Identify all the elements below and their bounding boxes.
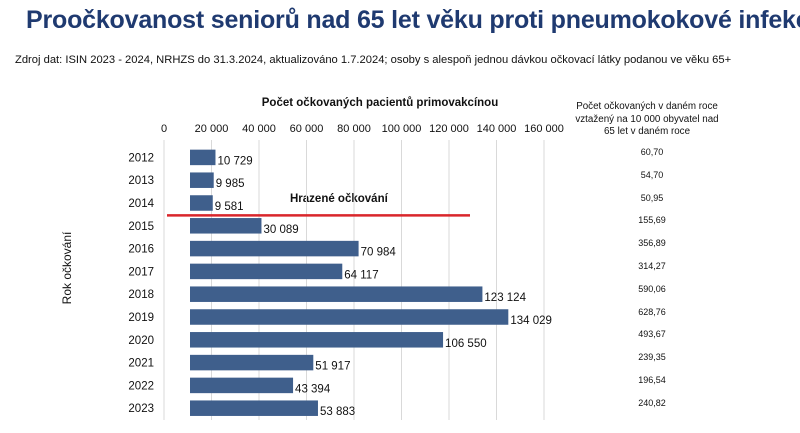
rate-value: 240,82 [638, 397, 666, 408]
y-tick-label: 2021 [128, 358, 154, 370]
page-title: Proočkovanost seniorů nad 65 let věku pr… [26, 6, 800, 34]
rate-value: 155,69 [638, 215, 666, 226]
data-label: 70 984 [361, 247, 397, 259]
bar [190, 400, 318, 416]
y-tick-label: 2018 [128, 289, 154, 301]
rate-value: 239,35 [638, 352, 666, 363]
y-tick-label: 2020 [128, 335, 154, 347]
bar [190, 172, 214, 188]
y-tick-label: 2022 [128, 380, 154, 392]
bar [190, 195, 213, 211]
x-tick-label: 100 000 [382, 123, 422, 135]
y-tick-label: 2012 [128, 152, 154, 164]
bar [190, 286, 483, 302]
rate-value: 196,54 [638, 375, 666, 385]
data-label: 106 550 [445, 338, 487, 350]
data-label: 9 581 [215, 201, 244, 213]
rate-column-header: Počet očkovaných v daném roce vztažený n… [575, 101, 719, 137]
rate-value: 60,70 [640, 147, 664, 157]
y-tick-label: 2013 [128, 175, 154, 187]
rate-value: 50,95 [640, 192, 664, 203]
y-tick-label: 2015 [128, 221, 154, 233]
rate-value: 356,89 [638, 238, 666, 249]
y-tick-label: 2019 [128, 312, 154, 324]
bar [190, 377, 294, 394]
data-label: 10 729 [217, 155, 252, 167]
bar [190, 218, 262, 234]
paid-vaccination-annotation: Hrazené očkování [290, 193, 388, 205]
x-tick-label: 0 [161, 123, 167, 135]
rate-value: 314,27 [638, 261, 666, 271]
bar [190, 332, 444, 348]
x-tick-label: 140 000 [477, 123, 517, 135]
x-tick-label: 40 000 [242, 123, 276, 135]
x-tick-label: 20 000 [195, 123, 229, 135]
rate-value: 628,76 [638, 306, 666, 317]
data-source-note: Zdroj dat: ISIN 2023 - 2024, NRHZS do 31… [15, 54, 732, 66]
rate-value: 54,70 [640, 169, 664, 180]
x-tick-label: 60 000 [290, 123, 324, 135]
y-tick-label: 2023 [128, 403, 154, 415]
y-tick-label: 2016 [128, 244, 154, 256]
bar [190, 354, 314, 371]
y-tick-label: 2017 [128, 266, 154, 278]
rate-value: 493,67 [638, 329, 666, 340]
y-tick-label: 2014 [128, 198, 154, 210]
data-label: 51 917 [315, 361, 350, 373]
data-label: 134 029 [510, 315, 552, 327]
data-label: 64 117 [344, 269, 378, 281]
data-label: 53 883 [320, 406, 355, 418]
data-label: 123 124 [484, 292, 526, 304]
chart-title: Počet očkovaných pacientů primovakcínou [261, 97, 499, 109]
data-label: 43 394 [295, 383, 331, 395]
bar [190, 263, 343, 280]
bar [190, 240, 359, 257]
x-tick-label: 80 000 [337, 123, 371, 135]
data-label: 30 089 [263, 224, 298, 236]
rate-value: 590,06 [638, 283, 666, 294]
data-label: 9 985 [216, 178, 245, 190]
bar [190, 149, 216, 166]
x-tick-label: 120 000 [429, 123, 469, 135]
bar [190, 309, 509, 325]
x-tick-label: 160 000 [524, 123, 564, 135]
